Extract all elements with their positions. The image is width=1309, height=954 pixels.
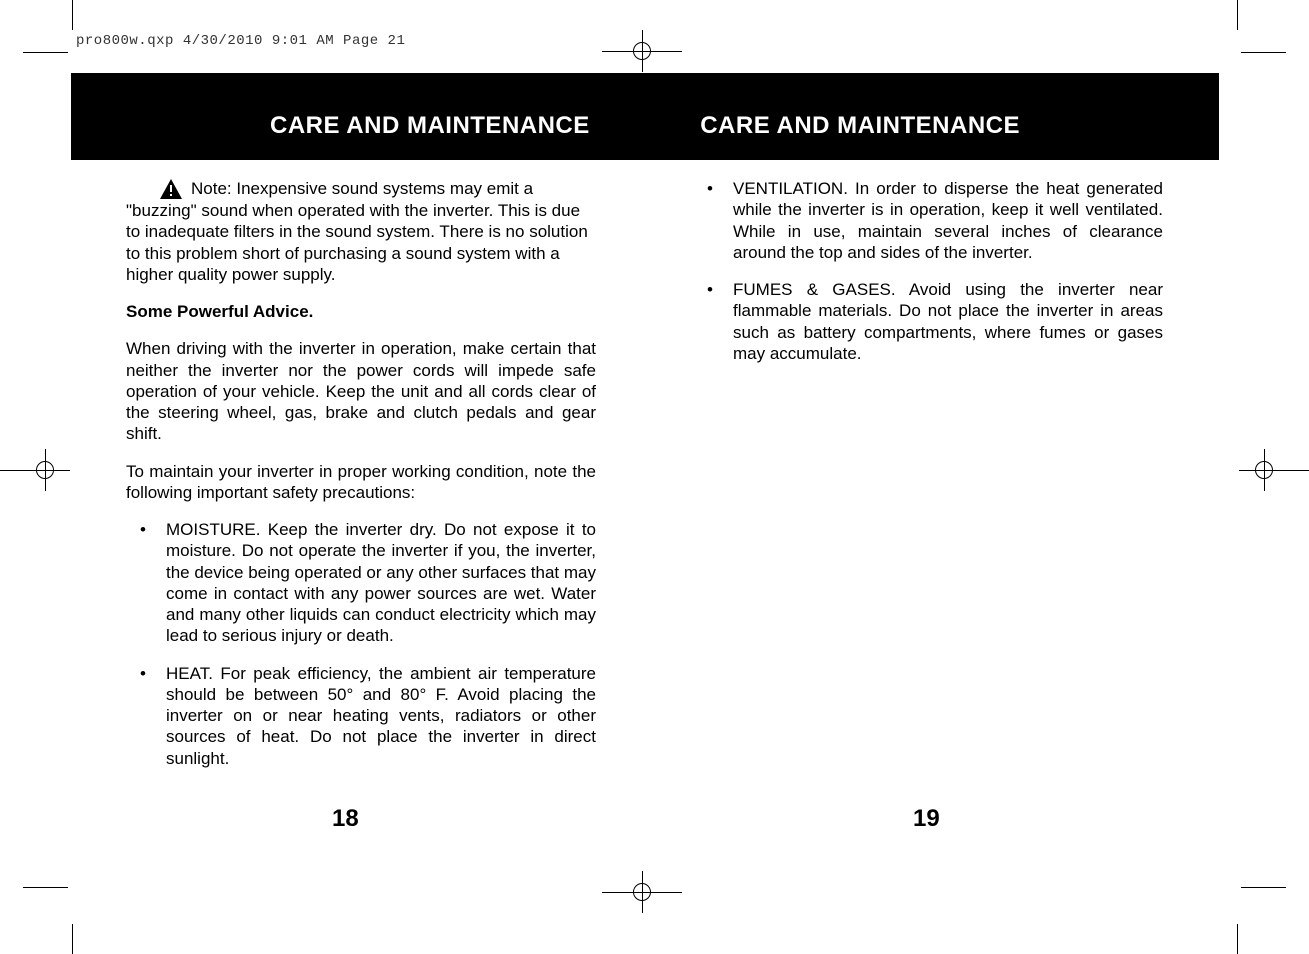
note-text: Note: Inexpensive sound systems may emit… — [126, 179, 588, 284]
left-page-column: Note: Inexpensive sound systems may emit… — [126, 178, 596, 785]
bullet-item: HEAT. For peak efficiency, the ambient a… — [126, 663, 596, 769]
page-number-left: 18 — [332, 805, 359, 833]
header-title-right: CARE AND MAINTENANCE — [700, 112, 1020, 140]
bullet-item: FUMES & GASES. Avoid using the inverter … — [693, 279, 1163, 364]
subheading: Some Powerful Advice. — [126, 301, 596, 322]
crop-mark — [23, 887, 68, 888]
registration-mark — [0, 449, 70, 491]
header-bar: CARE AND MAINTENANCE CARE AND MAINTENANC… — [71, 73, 1219, 160]
crop-mark — [23, 52, 68, 53]
warning-icon — [159, 178, 183, 200]
bullet-item: VENTILATION. In order to disperse the he… — [693, 178, 1163, 263]
body-paragraph: To maintain your inverter in proper work… — [126, 461, 596, 504]
right-page-column: VENTILATION. In order to disperse the he… — [693, 178, 1163, 380]
crop-mark — [72, 0, 73, 30]
registration-mark — [602, 30, 682, 72]
crop-mark — [1241, 887, 1286, 888]
crop-mark — [1241, 52, 1286, 53]
slug-line: pro800w.qxp 4/30/2010 9:01 AM Page 21 — [76, 33, 405, 49]
crop-mark — [1237, 0, 1238, 30]
crop-mark — [72, 924, 73, 954]
note-paragraph: Note: Inexpensive sound systems may emit… — [126, 178, 596, 285]
body-paragraph: When driving with the inverter in operat… — [126, 338, 596, 444]
crop-mark — [1237, 924, 1238, 954]
registration-mark — [602, 871, 682, 913]
bullet-item: MOISTURE. Keep the inverter dry. Do not … — [126, 519, 596, 647]
page-number-right: 19 — [913, 805, 940, 833]
header-title-left: CARE AND MAINTENANCE — [270, 112, 590, 140]
registration-mark — [1239, 449, 1309, 491]
